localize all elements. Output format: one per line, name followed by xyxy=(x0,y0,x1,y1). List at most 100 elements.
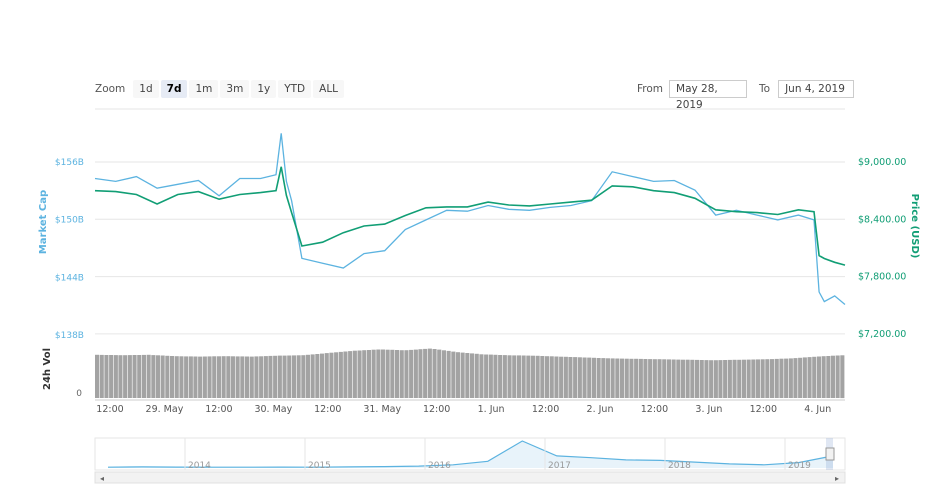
volume-bar xyxy=(638,358,643,398)
left-axis-tick: $138B xyxy=(55,331,84,341)
volume-bar xyxy=(751,359,756,398)
volume-bar xyxy=(549,356,554,398)
right-axis-tick: $9,000.00 xyxy=(858,157,906,168)
navigator-year-label: 2016 xyxy=(428,461,451,471)
x-axis-tick: 12:00 xyxy=(641,404,668,415)
volume-bar xyxy=(334,352,339,398)
volume-bar xyxy=(666,359,671,398)
volume-bar xyxy=(624,358,629,398)
volume-bar xyxy=(516,355,521,398)
zoom-button-1m[interactable]: 1m xyxy=(189,80,219,98)
volume-bar xyxy=(390,349,395,398)
volume-bar xyxy=(545,356,550,398)
to-date-input[interactable]: Jun 4, 2019 xyxy=(778,80,855,98)
to-label: To xyxy=(759,83,771,95)
volume-bar xyxy=(263,356,268,398)
volume-bar xyxy=(451,351,456,398)
navigator-scrollbar[interactable] xyxy=(94,471,846,484)
volume-bar xyxy=(179,356,184,398)
volume-bar xyxy=(296,355,301,398)
x-axis-tick: 29. May xyxy=(146,404,184,415)
volume-bar xyxy=(221,356,226,398)
volume-bar xyxy=(291,355,296,398)
volume-bar xyxy=(249,356,254,398)
x-axis-ticks: 12:00 29. May 12:00 30. May 12:00 31. May 12:0… xyxy=(96,404,831,415)
volume-bar xyxy=(104,355,109,398)
navigator[interactable]: ◂ ▸ xyxy=(94,437,846,484)
volume-bar xyxy=(118,355,123,398)
volume-bar xyxy=(540,356,545,398)
from-date-input[interactable]: May 28, 2019 xyxy=(669,80,748,111)
navigator-handle[interactable] xyxy=(825,447,835,461)
volume-bar xyxy=(146,354,151,398)
x-axis-tick: 12:00 xyxy=(532,404,559,415)
volume-bar xyxy=(385,349,390,398)
left-axis-tick: $150B xyxy=(55,216,84,226)
volume-bar xyxy=(793,358,798,398)
zoom-button-1y[interactable]: 1y xyxy=(251,80,277,98)
volume-bar xyxy=(437,349,442,398)
x-axis-tick: 4. Jun xyxy=(804,404,831,415)
x-axis-tick: 12:00 xyxy=(750,404,777,415)
volume-bar xyxy=(165,355,170,398)
volume-bar xyxy=(812,356,817,398)
volume-bar xyxy=(216,356,221,398)
volume-bar xyxy=(268,355,273,398)
right-axis-tick: $7,200.00 xyxy=(858,329,906,340)
zoom-buttons: 1d 7d 1m 3m 1y YTD ALL xyxy=(133,80,346,98)
navigator-area xyxy=(108,441,833,468)
scroll-left-arrow-icon[interactable]: ◂ xyxy=(100,474,104,483)
volume-bar xyxy=(535,355,540,398)
zoom-button-all[interactable]: ALL xyxy=(313,80,345,98)
zoom-button-ytd[interactable]: YTD xyxy=(278,80,312,98)
volume-bar xyxy=(151,355,156,398)
volume-bar xyxy=(760,359,765,398)
volume-bar xyxy=(498,355,503,398)
zoom-button-7d[interactable]: 7d xyxy=(160,80,188,98)
volume-bar xyxy=(798,357,803,398)
volume-bar xyxy=(779,358,784,398)
volume-bar xyxy=(399,350,404,398)
volume-bar xyxy=(113,355,118,398)
volume-bar xyxy=(634,358,639,398)
volume-bar xyxy=(610,358,615,398)
volume-bar xyxy=(470,353,475,398)
scroll-right-arrow-icon[interactable]: ▸ xyxy=(835,474,839,483)
price-line xyxy=(94,166,846,266)
navigator-year-label: 2014 xyxy=(188,461,211,471)
date-range: From May 28, 2019 To Jun 4, 2019 xyxy=(637,80,855,111)
volume-bar xyxy=(554,356,559,398)
volume-bar xyxy=(301,355,306,398)
volume-bar xyxy=(605,358,610,398)
volume-bar xyxy=(132,355,137,398)
volume-bar xyxy=(573,357,578,398)
x-axis-tick: 31. May xyxy=(363,404,401,415)
volume-bar xyxy=(774,358,779,398)
volume-bar xyxy=(160,355,165,398)
volume-bar xyxy=(109,355,114,398)
volume-bar xyxy=(802,357,807,398)
volume-bar xyxy=(784,358,789,398)
volume-bar xyxy=(788,358,793,398)
volume-bar xyxy=(568,357,573,398)
volume-bar xyxy=(338,351,343,398)
zoom-label: Zoom xyxy=(95,83,126,95)
volume-bar xyxy=(395,350,400,398)
market-cap-line xyxy=(94,133,846,305)
volume-bar xyxy=(310,354,315,398)
zoom-button-1d[interactable]: 1d xyxy=(133,80,159,98)
volume-bars xyxy=(95,348,845,399)
volume-bar xyxy=(212,356,217,398)
zoom-button-3m[interactable]: 3m xyxy=(220,80,250,98)
x-axis-tick: 12:00 xyxy=(96,404,123,415)
navigator-year-label: 2017 xyxy=(548,461,571,471)
gridlines xyxy=(95,108,845,401)
volume-bar xyxy=(418,349,423,398)
navigator-year-label: 2019 xyxy=(788,461,811,471)
volume-bar xyxy=(315,354,320,398)
volume-bar xyxy=(596,358,601,398)
volume-bar xyxy=(230,356,235,398)
volume-bar xyxy=(320,353,325,398)
volume-bar xyxy=(765,359,770,398)
